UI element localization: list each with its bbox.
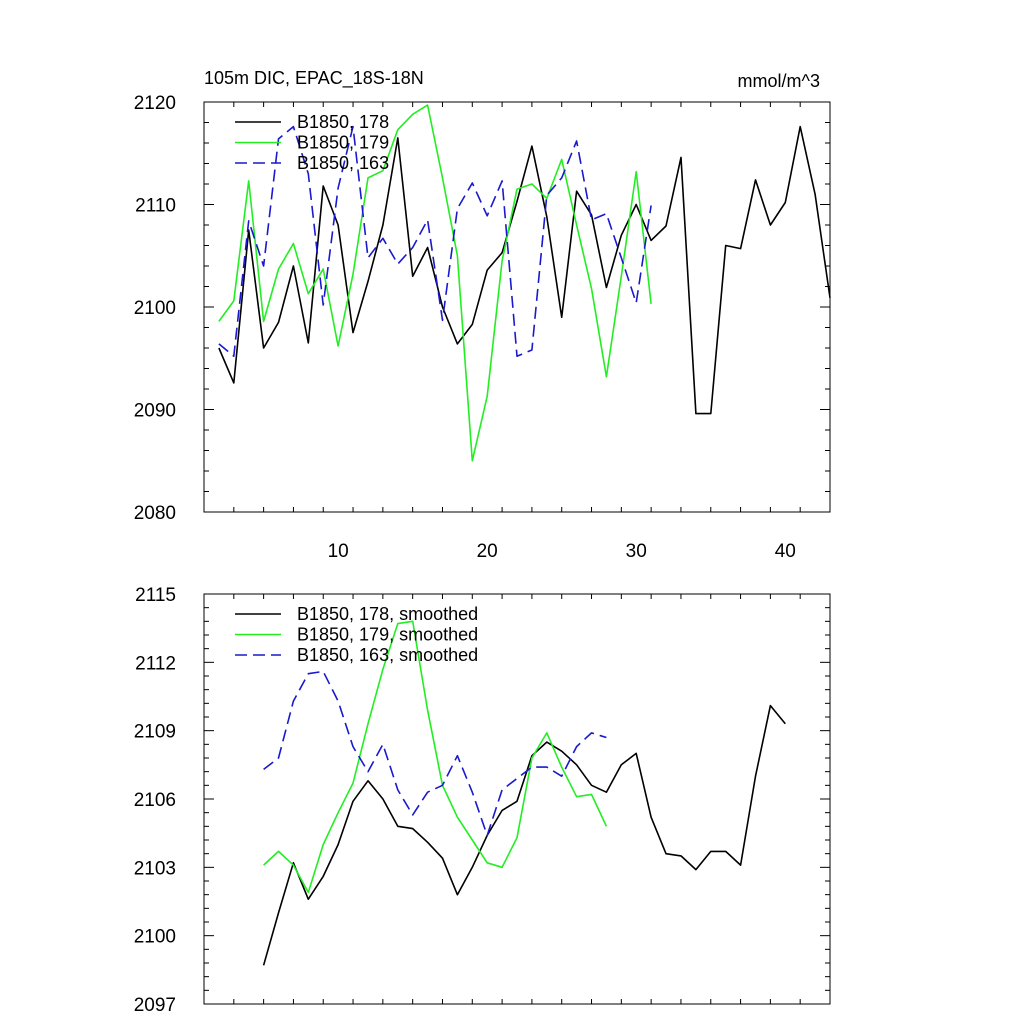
top-x-tick-label: 20 (477, 541, 498, 562)
top-x-tick-label: 40 (775, 541, 796, 562)
top-series-line-0 (218, 125, 831, 415)
bottom-y-tick-label: 2115 (135, 585, 176, 606)
top-x-tick-label: 10 (328, 541, 349, 562)
bottom-y-tick-label: 2106 (134, 790, 176, 811)
bottom-series-line-0 (262, 704, 786, 966)
top-legend-label-2: B1850, 163 (297, 153, 389, 173)
bottom-y-tick-label: 2097 (134, 995, 176, 1016)
top-y-tick-label: 2090 (134, 401, 176, 422)
bottom-y-tick-label: 2103 (134, 858, 176, 879)
bottom-legend-label-1: B1850, 179, smoothed (297, 625, 478, 645)
top-series-line-1 (218, 104, 652, 462)
top-panel-units: mmol/m^3 (738, 71, 820, 91)
top-y-tick-label: 2120 (134, 93, 176, 114)
top-y-tick-label: 2100 (134, 298, 176, 319)
top-panel-title: 105m DIC, EPAC_18S-18N (204, 68, 424, 89)
top-series-line-2 (218, 125, 652, 358)
top-panel: 105m DIC, EPAC_18S-18N mmol/m^3 2080 2090… (134, 68, 831, 562)
bottom-legend-label-2: B1850, 163, smoothed (297, 645, 478, 665)
bottom-y-tick-label: 2112 (135, 653, 176, 674)
top-x-tick-label: 30 (626, 541, 647, 562)
bottom-y-tick-label: 2100 (134, 927, 176, 948)
top-legend-label-0: B1850, 178 (297, 112, 389, 132)
bottom-panel: 2097 2100 2103 2106 2109 2112 2115 B1850, 178, … (134, 585, 831, 1016)
bottom-series-line-1 (263, 620, 608, 894)
top-legend-label-1: B1850, 179 (297, 133, 389, 153)
bottom-y-tick-label: 2109 (134, 722, 176, 743)
top-y-tick-label: 2110 (135, 196, 176, 217)
top-y-tick-label: 2080 (134, 503, 176, 524)
bottom-legend-label-0: B1850, 178, smoothed (297, 604, 478, 624)
